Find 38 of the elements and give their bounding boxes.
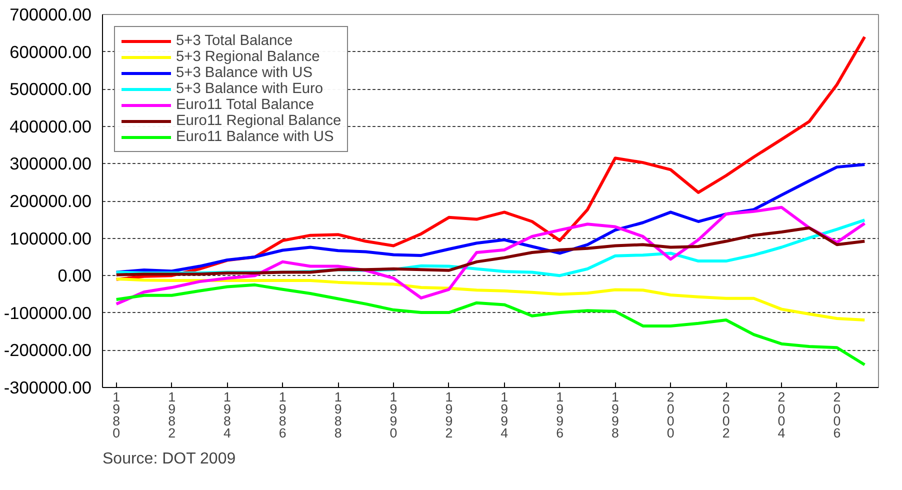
y-tick-label: 600000.00	[10, 42, 92, 62]
x-tick-label: 1986	[278, 390, 286, 440]
y-tick-label: 0.00	[58, 266, 92, 286]
y-tick-label: 500000.00	[10, 79, 92, 100]
x-tick-label: 1990	[390, 390, 398, 440]
x-tick-label: 1988	[334, 390, 342, 440]
y-tick-label: 400000.00	[10, 116, 92, 136]
x-tick-label: 1992	[445, 390, 453, 440]
y-tick-label: -300000.00	[4, 378, 92, 398]
x-tick-label: 1982	[168, 390, 176, 440]
y-tick-label: 200000.00	[10, 191, 92, 211]
line-series	[114, 162, 866, 274]
x-tick-label: 2000	[666, 390, 674, 440]
x-tick-label: 1998	[612, 390, 619, 440]
legend-label: Euro11 Regional Balance	[176, 113, 342, 129]
y-tick-label: -100000.00	[4, 302, 92, 323]
y-tick-label: 100000.00	[10, 228, 92, 248]
x-tick-label: 2004	[778, 390, 786, 440]
y-tick-label: 700000.00	[10, 4, 92, 24]
legend-label: Euro11 Total Balance	[176, 97, 314, 113]
source-note: Source: DOT 2009	[102, 450, 236, 468]
line-series	[114, 277, 866, 322]
legend-label: 5+3 Balance with Euro	[176, 81, 324, 97]
x-tick-label: 2002	[722, 390, 730, 440]
legend-label: Euro11 Balance with US	[176, 129, 334, 145]
legend-label: 5+3 Balance with US	[176, 65, 312, 81]
legend-label: 5+3 Regional Balance	[176, 49, 320, 65]
x-tick-label: 2006	[833, 390, 841, 440]
x-tick-label: 1996	[556, 390, 564, 440]
legend-label: 5+3 Total Balance	[176, 33, 293, 49]
y-tick-label: -200000.00	[4, 340, 92, 360]
x-tick-label: 1980	[112, 390, 120, 440]
y-tick-label: 300000.00	[10, 154, 92, 174]
line-series	[114, 283, 866, 366]
line-series	[114, 206, 866, 306]
x-tick-label: 1994	[500, 390, 509, 440]
line-series	[114, 35, 866, 281]
x-tick-label: 1984	[224, 390, 232, 440]
